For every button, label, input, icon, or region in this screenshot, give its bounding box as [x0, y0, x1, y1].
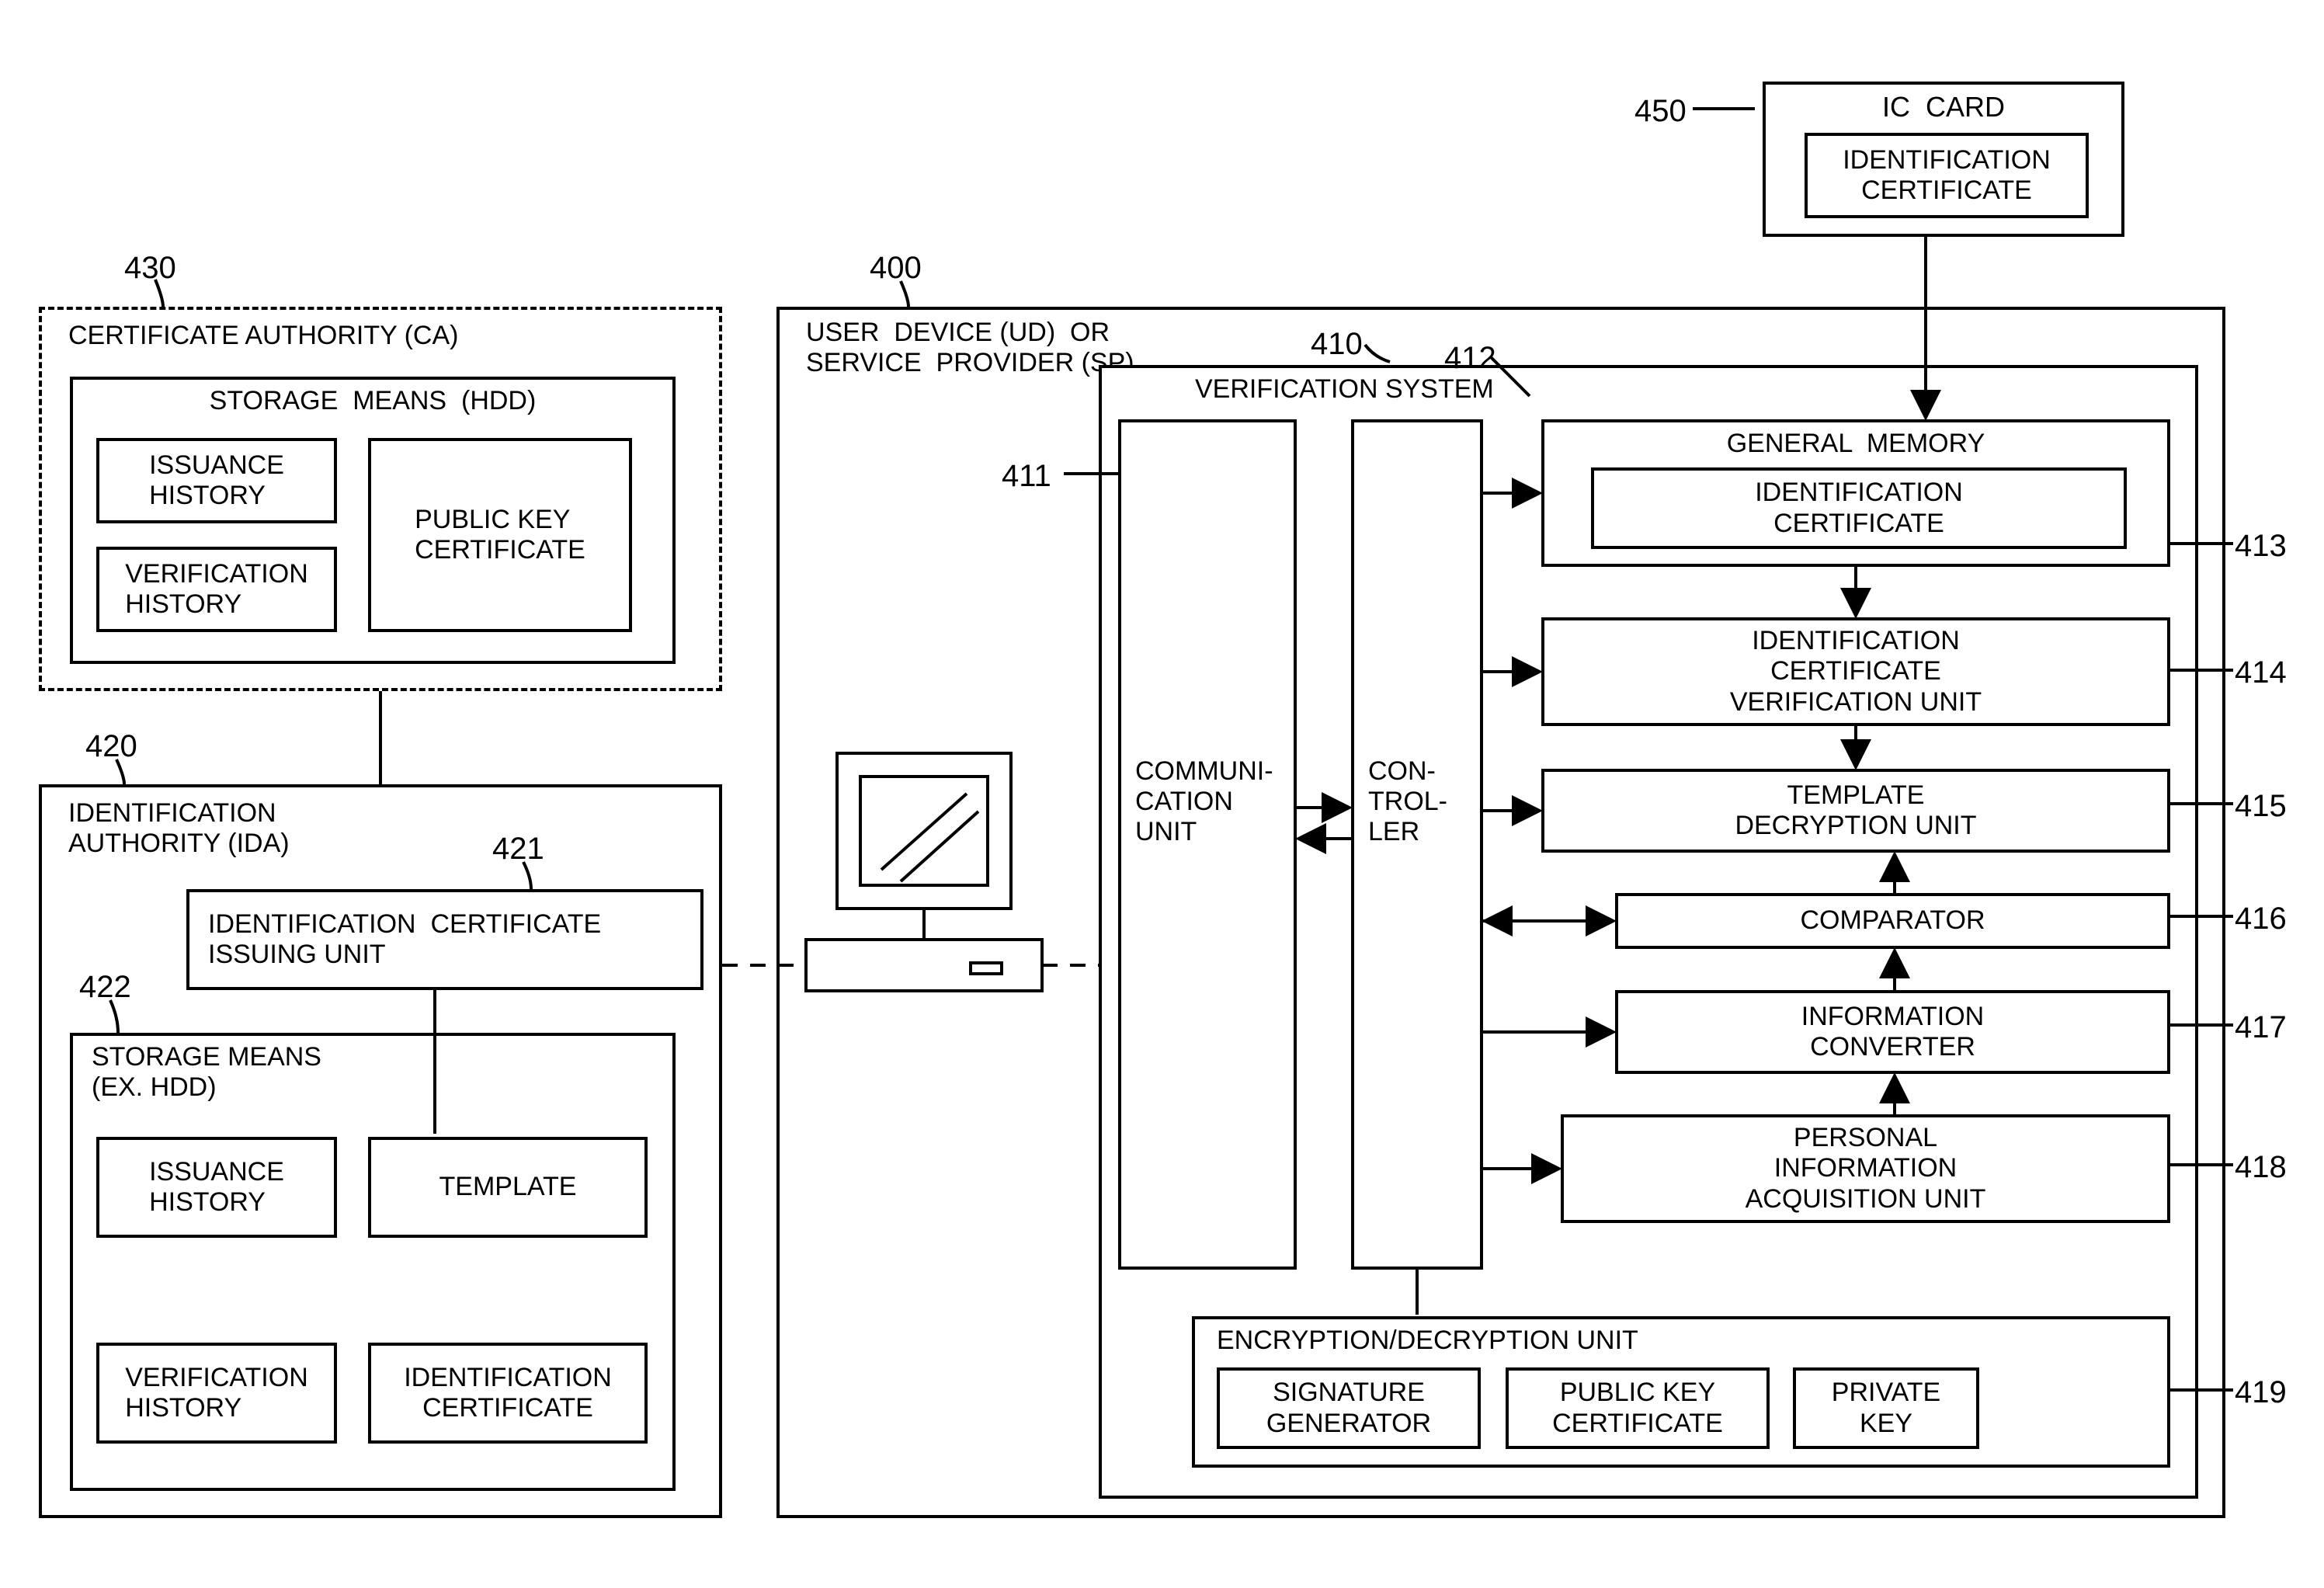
- ca-pubkey: PUBLIC KEY CERTIFICATE: [368, 438, 632, 632]
- gm-title: GENERAL MEMORY: [1544, 429, 2167, 459]
- ida-issuing-label: IDENTIFICATION CERTIFICATE ISSUING UNIT: [189, 909, 601, 970]
- ida-issuing-box: IDENTIFICATION CERTIFICATE ISSUING UNIT: [186, 889, 703, 990]
- ca-storage-title: STORAGE MEANS (HDD): [73, 386, 672, 416]
- ic-card-idc: IDENTIFICATION CERTIFICATE: [1805, 133, 2089, 218]
- vs-title: VERIFICATION SYSTEM: [1195, 374, 1494, 405]
- info-converter-box: INFORMATION CONVERTER: [1615, 990, 2170, 1074]
- icvu-box: IDENTIFICATION CERTIFICATE VERIFICATION …: [1541, 617, 2170, 726]
- ca-title: CERTIFICATE AUTHORITY (CA): [68, 321, 458, 351]
- ref-416: 416: [2235, 901, 2287, 936]
- tdu-box: TEMPLATE DECRYPTION UNIT: [1541, 769, 2170, 853]
- ca-storage-box: STORAGE MEANS (HDD) ISSUANCE HISTORY VER…: [70, 377, 676, 664]
- ref-412: 412: [1444, 340, 1496, 376]
- ida-verification: VERIFICATION HISTORY: [96, 1343, 337, 1444]
- ca-verification-label: VERIFICATION HISTORY: [125, 559, 308, 620]
- ida-issuance-label: ISSUANCE HISTORY: [149, 1157, 284, 1218]
- ida-template-label: TEMPLATE: [439, 1172, 577, 1202]
- ref-421: 421: [492, 831, 544, 867]
- ref-410: 410: [1311, 326, 1363, 362]
- icvu-label: IDENTIFICATION CERTIFICATE VERIFICATION …: [1730, 626, 1982, 717]
- tdu-label: TEMPLATE DECRYPTION UNIT: [1735, 780, 1976, 841]
- pkc-box: PUBLIC KEY CERTIFICATE: [1506, 1367, 1770, 1449]
- enc-title: ENCRYPTION/DECRYPTION UNIT: [1217, 1326, 1638, 1356]
- comp-label: COMPARATOR: [1800, 905, 1985, 936]
- pk-box: PRIVATE KEY: [1793, 1367, 1979, 1449]
- ida-title: IDENTIFICATION AUTHORITY (IDA): [68, 798, 290, 859]
- ida-issuance: ISSUANCE HISTORY: [96, 1137, 337, 1238]
- ref-414: 414: [2235, 655, 2287, 690]
- ida-template: TEMPLATE: [368, 1137, 648, 1238]
- piau-label: PERSONAL INFORMATION ACQUISITION UNIT: [1746, 1123, 1986, 1214]
- ca-pubkey-label: PUBLIC KEY CERTIFICATE: [415, 505, 585, 565]
- ref-418: 418: [2235, 1149, 2287, 1185]
- ud-sp-title: USER DEVICE (UD) OR SERVICE PROVIDER (SP…: [806, 318, 1134, 378]
- ida-storage-box: STORAGE MEANS (EX. HDD) ISSUANCE HISTORY…: [70, 1033, 676, 1491]
- comm-label: COMMUNI- CATION UNIT: [1135, 756, 1273, 847]
- ref-420: 420: [85, 728, 137, 764]
- ref-417: 417: [2235, 1009, 2287, 1045]
- ref-415: 415: [2235, 788, 2287, 824]
- sig-gen-box: SIGNATURE GENERATOR: [1217, 1367, 1481, 1449]
- pk-label: PRIVATE KEY: [1832, 1378, 1940, 1438]
- ref-450: 450: [1634, 93, 1687, 129]
- pkc-label: PUBLIC KEY CERTIFICATE: [1552, 1378, 1723, 1438]
- gm-idc: IDENTIFICATION CERTIFICATE: [1591, 467, 2127, 549]
- ida-idcert: IDENTIFICATION CERTIFICATE: [368, 1343, 648, 1444]
- ca-verification: VERIFICATION HISTORY: [96, 547, 337, 632]
- controller-box: CON- TROL- LER: [1351, 419, 1483, 1270]
- ida-verification-label: VERIFICATION HISTORY: [125, 1363, 308, 1423]
- ca-issuance: ISSUANCE HISTORY: [96, 438, 337, 523]
- diagram-canvas: IC CARD IDENTIFICATION CERTIFICATE 450 U…: [0, 0, 2324, 1588]
- ref-413: 413: [2235, 528, 2287, 564]
- general-memory-box: GENERAL MEMORY IDENTIFICATION CERTIFICAT…: [1541, 419, 2170, 567]
- ref-419: 419: [2235, 1374, 2287, 1410]
- ic-card-idc-label: IDENTIFICATION CERTIFICATE: [1843, 145, 2051, 206]
- ida-idcert-label: IDENTIFICATION CERTIFICATE: [404, 1363, 612, 1423]
- gm-idc-label: IDENTIFICATION CERTIFICATE: [1755, 478, 1963, 538]
- ic-card-title: IC CARD: [1766, 91, 2121, 123]
- iconv-label: INFORMATION CONVERTER: [1801, 1002, 1984, 1062]
- comparator-box: COMPARATOR: [1615, 893, 2170, 949]
- ca-issuance-label: ISSUANCE HISTORY: [149, 450, 284, 511]
- ctrl-label: CON- TROL- LER: [1368, 756, 1447, 847]
- sig-label: SIGNATURE GENERATOR: [1266, 1378, 1431, 1438]
- ref-422: 422: [79, 969, 131, 1005]
- enc-dec-box: ENCRYPTION/DECRYPTION UNIT SIGNATURE GEN…: [1192, 1316, 2170, 1468]
- communication-unit-box: COMMUNI- CATION UNIT: [1118, 419, 1297, 1270]
- ref-411: 411: [1002, 458, 1051, 494]
- ref-400: 400: [870, 250, 922, 286]
- ida-storage-title: STORAGE MEANS (EX. HDD): [92, 1042, 321, 1103]
- ref-430: 430: [124, 250, 176, 286]
- ic-card-box: IC CARD IDENTIFICATION CERTIFICATE: [1763, 82, 2124, 237]
- piau-box: PERSONAL INFORMATION ACQUISITION UNIT: [1561, 1114, 2170, 1223]
